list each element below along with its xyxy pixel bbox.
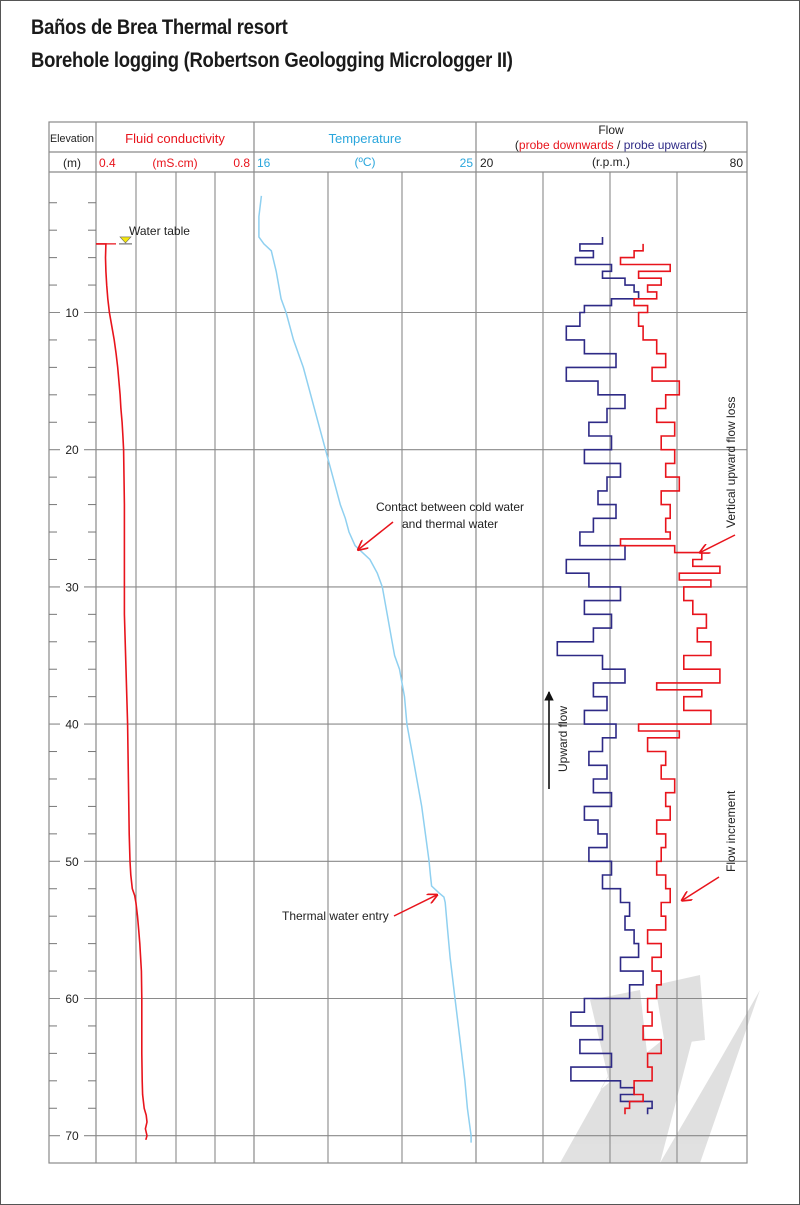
temperature-min-label: 16 — [257, 156, 271, 170]
conductivity-header: Fluid conductivity — [125, 131, 225, 146]
tick-label-bg — [60, 305, 84, 320]
log-curves — [96, 195, 721, 1143]
thermal-entry-label: Thermal water entry — [282, 909, 389, 923]
flow-max-label: 80 — [730, 156, 744, 170]
flow-upwards-curve — [556, 237, 653, 1115]
flow-increment-arrow — [682, 876, 720, 900]
upward-flow-label: Upward flow — [556, 706, 570, 772]
elevation-header: Elevation — [50, 133, 94, 145]
depth-tick-label-40: 40 — [65, 718, 79, 732]
contact-label-line-2: and thermal water — [402, 517, 498, 531]
tick-label-bg — [60, 854, 84, 869]
tick-label-bg — [60, 991, 84, 1006]
depth-tick-label-60: 60 — [65, 992, 79, 1006]
depth-tick-label-50: 50 — [65, 855, 79, 869]
conductivity-min-label: 0.4 — [99, 156, 116, 170]
water-table-label: Water table — [129, 224, 190, 238]
conductivity-max-label: 0.8 — [233, 156, 250, 170]
depth-ticks: 10 20 30 40 50 60 70 — [49, 202, 96, 1143]
conductivity-curve — [96, 243, 148, 1141]
header-table — [48, 121, 748, 1164]
depth-tick-label-30: 30 — [65, 580, 79, 594]
temperature-header: Temperature — [329, 131, 402, 146]
tick-label-bg — [60, 442, 84, 457]
flow-increment-label: Flow increment — [724, 790, 738, 872]
elevation-unit: (m) — [63, 156, 81, 170]
flow-legend-upwards: probe upwards — [624, 138, 703, 152]
temperature-max-label: 25 — [460, 156, 474, 170]
conductivity-unit: (mS.cm) — [152, 156, 197, 170]
flow-loss-label: Vertical upward flow loss — [724, 397, 738, 528]
flow-subtitle-close: ) — [703, 138, 707, 152]
flow-downwards-curve — [619, 243, 721, 1115]
temperature-unit: (ºC) — [354, 155, 375, 169]
flow-legend-downwards: probe downwards — [519, 138, 614, 152]
flow-unit: (r.p.m.) — [592, 155, 630, 169]
annotations: Water table Contact between cold water and… — [96, 224, 738, 923]
flow-subtitle-slash: / — [617, 138, 621, 152]
watermark-logo — [560, 975, 760, 1163]
chart-title-line-2: Borehole logging (Robertson Geologging M… — [31, 49, 513, 72]
tick-label-bg — [60, 1128, 84, 1143]
contact-arrow — [358, 521, 394, 550]
temperature-curve — [258, 195, 472, 1143]
tick-label-bg — [60, 579, 84, 594]
flow-header: Flow — [598, 123, 624, 137]
chart-title-line-1: Baños de Brea Thermal resort — [31, 16, 288, 39]
thermal-entry-arrow — [393, 895, 437, 917]
tick-label-bg — [60, 717, 84, 732]
depth-tick-label-10: 10 — [65, 306, 79, 320]
flow-loss-arrow — [700, 534, 736, 553]
depth-tick-label-70: 70 — [65, 1129, 79, 1143]
contact-label-line-1: Contact between cold water — [376, 500, 524, 514]
grid-lines — [49, 172, 747, 1163]
flow-subtitle: (probe downwards / probe upwards) — [515, 138, 707, 152]
flow-min-label: 20 — [480, 156, 494, 170]
depth-tick-label-20: 20 — [65, 443, 79, 457]
water-table-triangle-icon — [119, 236, 132, 244]
flow-subtitle-open: ( — [515, 138, 519, 152]
